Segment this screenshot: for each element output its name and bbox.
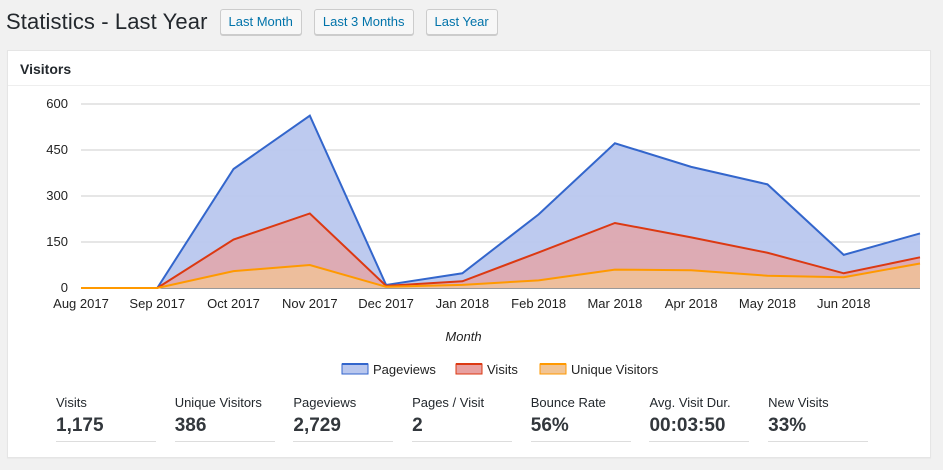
y-tick-label: 150	[46, 234, 68, 249]
line-unique-visitors	[81, 262, 921, 289]
x-tick-label: Mar 2018	[587, 296, 642, 311]
x-tick-label: Sep 2017	[129, 296, 185, 311]
legend-swatch	[539, 363, 567, 375]
x-tick-label: Feb 2018	[511, 296, 566, 311]
y-tick-label: 600	[46, 96, 68, 111]
line-visits	[81, 212, 921, 289]
stat-value: 00:03:50	[649, 415, 726, 436]
x-tick-label: Dec 2017	[358, 296, 414, 311]
legend-swatch	[341, 363, 369, 375]
stat-avg-visit-duration: Avg. Visit Dur. 00:03:50	[649, 395, 750, 442]
stat-label: Pages / Visit	[412, 395, 485, 410]
page-title: Statistics - Last Year	[6, 9, 208, 34]
visitors-chart: 0 150 300 450 600 Aug 2017 Sep 2017 Oct 2017 Nov…	[8, 87, 930, 387]
stat-label: Avg. Visit Dur.	[649, 395, 731, 410]
legend-swatch	[455, 363, 483, 375]
stats-row: Visits 1,175 Unique Visitors 386 Pagevie…	[56, 395, 887, 442]
stat-visits: Visits 1,175	[56, 395, 156, 442]
visitors-panel: Visitors 0 150 300 450 600 Aug 2017 Sep 2017 Oc…	[7, 50, 931, 458]
last-year-button[interactable]: Last Year	[425, 9, 498, 35]
x-tick-label: Jan 2018	[436, 296, 490, 311]
x-tick-label: Apr 2018	[665, 296, 718, 311]
legend-label: Pageviews	[373, 362, 436, 377]
x-tick-label: Aug 2017	[53, 296, 109, 311]
legend-label: Unique Visitors	[571, 362, 659, 377]
last-month-button[interactable]: Last Month	[219, 9, 302, 35]
stat-label: Visits	[56, 395, 87, 410]
stat-unique-visitors: Unique Visitors 386	[174, 395, 275, 442]
stat-label: Bounce Rate	[530, 395, 606, 410]
stat-label: Pageviews	[293, 395, 357, 410]
area-unique-visitors	[81, 263, 920, 288]
stat-value: 1,175	[56, 415, 104, 436]
y-tick-label: 0	[61, 280, 68, 295]
stat-value: 33%	[768, 415, 807, 436]
stat-pageviews: Pageviews 2,729	[293, 395, 394, 442]
stat-value: 2	[412, 415, 423, 436]
page-header: Statistics - Last Year Last Month Last 3…	[6, 8, 510, 36]
last-3-months-button[interactable]: Last 3 Months	[313, 9, 414, 35]
line-pageviews	[81, 114, 921, 289]
stat-label: New Visits	[768, 395, 829, 410]
stat-value: 2,729	[293, 415, 341, 436]
stat-value: 56%	[530, 415, 569, 436]
stat-label: Unique Visitors	[174, 395, 262, 410]
stat-bounce-rate: Bounce Rate 56%	[530, 395, 631, 442]
x-tick-label: Jun 2018	[817, 296, 871, 311]
x-tick-label: Nov 2017	[282, 296, 338, 311]
chart-svg: 0 150 300 450 600 Aug 2017 Sep 2017 Oct 2017 Nov…	[46, 96, 921, 377]
stat-new-visits: New Visits 33%	[768, 395, 869, 442]
stat-pages-per-visit: Pages / Visit 2	[412, 395, 513, 442]
x-axis-title: Month	[445, 329, 481, 344]
y-tick-label: 300	[46, 188, 68, 203]
x-tick-label: May 2018	[739, 296, 796, 311]
stat-value: 386	[174, 415, 207, 436]
x-tick-label: Oct 2017	[207, 296, 260, 311]
panel-title: Visitors	[8, 51, 930, 86]
y-tick-label: 450	[46, 142, 68, 157]
legend-label: Visits	[487, 362, 518, 377]
